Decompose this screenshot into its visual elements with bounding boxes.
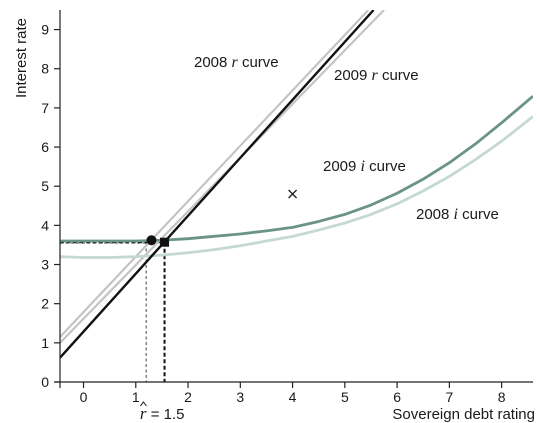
series-line-3 <box>60 10 375 359</box>
curve-label-5: 2008 i curve <box>416 206 499 223</box>
labels: 0 1 2 3 4 5 6 7 8 9 0 1 2 3 4 5 6 7 8 Interest rate Sovereig… <box>13 18 535 423</box>
curve-label-symbol: r <box>232 54 239 71</box>
y-tick-label-4: 4 <box>41 217 49 233</box>
y-tick-label-0: 0 <box>41 374 49 390</box>
x-tick-label-2: 2 <box>184 389 192 405</box>
y-tick-label-9: 9 <box>41 22 49 38</box>
x-tick-label-4: 4 <box>289 389 297 405</box>
x-axis-title: Sovereign debt rating <box>392 406 535 423</box>
marker-cross <box>288 189 298 199</box>
curve-label-suffix: curve <box>378 67 419 84</box>
rhat-hat <box>140 401 147 407</box>
series-line-4 <box>60 95 533 243</box>
axes <box>54 10 533 388</box>
curve-label-symbol: i <box>361 158 365 175</box>
curve-label-symbol: r <box>372 67 379 84</box>
y-tick-label-1: 1 <box>41 335 49 351</box>
x-tick-label-7: 7 <box>445 389 453 405</box>
x-tick-label-6: 6 <box>393 389 401 405</box>
curve-label-symbol: i <box>454 206 458 223</box>
y-tick-label-2: 2 <box>41 296 49 312</box>
curve-label-year: 2009 <box>323 158 361 175</box>
x-tick-label-8: 8 <box>498 389 506 405</box>
curve-label-3: 2009 r curve <box>334 67 419 84</box>
y-tick-label-8: 8 <box>41 61 49 77</box>
marker-cross-b <box>288 189 298 199</box>
x-tick-label-5: 5 <box>341 389 349 405</box>
x-tick-label-0: 0 <box>80 389 88 405</box>
curve-label-1: 2008 r curve <box>194 54 279 71</box>
rhat-value: = 1.5 <box>147 406 185 423</box>
curve-label-suffix: curve <box>365 158 406 175</box>
rhat-annotation: r = 1.5 <box>140 401 185 423</box>
rhat-label: r = 1.5 <box>140 404 185 423</box>
curve-label-year: 2008 <box>416 206 454 223</box>
marker-square <box>160 237 170 247</box>
marker-circle <box>146 235 157 246</box>
y-tick-label-5: 5 <box>41 178 49 194</box>
curve-label-suffix: curve <box>238 54 279 71</box>
y-tick-label-7: 7 <box>41 100 49 116</box>
x-tick-label-1: 1 <box>132 389 140 405</box>
curve-label-year: 2008 <box>194 54 232 71</box>
plot-clip-layer <box>60 10 533 382</box>
x-tick-label-3: 3 <box>236 389 244 405</box>
curve-label-4: 2009 i curve <box>323 158 406 175</box>
series-line-2 <box>60 10 370 338</box>
y-axis-title: Interest rate <box>13 18 30 98</box>
rhat-symbol: r <box>140 404 147 423</box>
y-tick-label-3: 3 <box>41 257 49 273</box>
curve-label-year: 2009 <box>334 67 372 84</box>
y-tick-label-6: 6 <box>41 139 49 155</box>
series-line-5 <box>60 115 533 259</box>
curve-label-suffix: curve <box>458 206 499 223</box>
